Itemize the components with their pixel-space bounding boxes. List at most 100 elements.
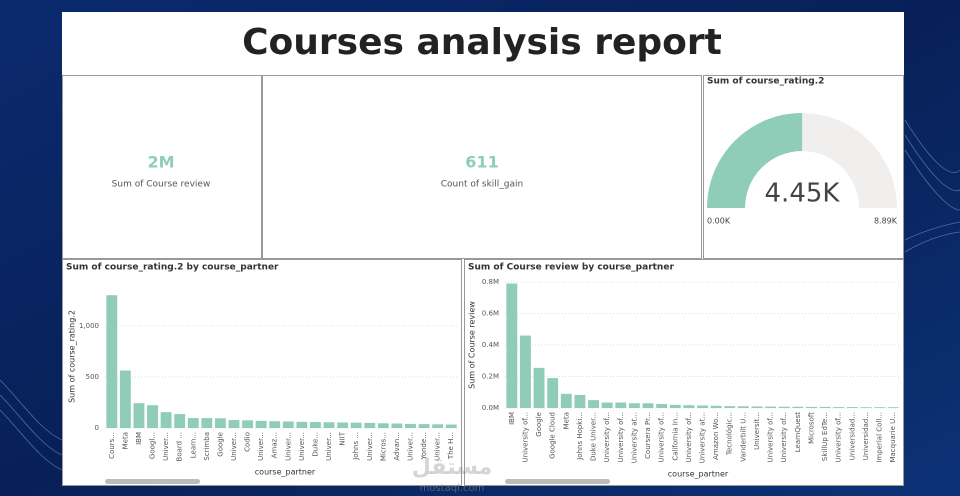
y-tick-label: 0.8M [482, 278, 499, 286]
bar [778, 406, 790, 408]
x-tick-label: University of... [835, 412, 843, 462]
bar [710, 405, 722, 408]
bar [601, 402, 613, 408]
x-tick-label: California In... [671, 412, 679, 461]
scrollbar[interactable] [105, 479, 200, 484]
bar [874, 407, 886, 408]
bar [133, 403, 145, 428]
bar [737, 406, 749, 408]
x-tick-label: Univer... [325, 432, 333, 461]
x-tick-label: Meta [562, 412, 570, 429]
x-tick-label: Learn... [189, 432, 197, 458]
x-tick-label: Universidad... [848, 412, 856, 460]
x-tick-label: University of... [780, 412, 788, 462]
x-tick-label: Vanderbilt U... [739, 412, 747, 462]
x-tick-label: Univer... [434, 432, 442, 461]
bar [214, 418, 226, 428]
bar [269, 421, 281, 428]
bar [160, 412, 172, 428]
x-axis-title: course_partner [255, 468, 316, 477]
kpi-label: Count of skill_gain [441, 180, 523, 190]
x-tick-label: Tecnológic... [726, 412, 734, 456]
x-tick-label: Macquarie U... [889, 412, 897, 463]
bar [533, 367, 545, 408]
x-tick-label: University at... [630, 412, 638, 463]
gauge-max-label: 8.89K [874, 217, 898, 226]
x-tick-label: Meta [121, 432, 129, 449]
bar [391, 423, 403, 428]
x-tick-label: Google Cloud [549, 412, 557, 459]
x-tick-label: University of... [767, 412, 775, 462]
bar [765, 406, 777, 408]
x-tick-label: SkillUp EdTe... [821, 412, 829, 461]
bar [683, 405, 695, 408]
bar [833, 407, 845, 408]
x-tick-label: University at... [699, 412, 707, 463]
x-tick-label: Univer... [366, 432, 374, 461]
watermark: مستقل [412, 455, 492, 480]
report-title: Courses analysis report [242, 22, 722, 63]
x-tick-label: Univer... [257, 432, 265, 461]
x-tick-label: Amaz... [271, 432, 279, 458]
x-tick-label: Univer... [284, 432, 292, 461]
x-tick-label: University of... [685, 412, 693, 462]
watermark: mostaql.com [420, 483, 485, 494]
bar [282, 421, 294, 428]
bar [405, 423, 416, 428]
bar [147, 405, 158, 428]
x-tick-label: Univer... [230, 432, 238, 461]
bar [724, 406, 736, 408]
x-tick-label: Duke Univer... [590, 412, 598, 461]
scrollbar[interactable] [505, 479, 610, 484]
y-axis-title: Sum of Course review [468, 301, 477, 389]
bar [860, 407, 872, 408]
x-tick-label: Univer... [162, 432, 170, 461]
x-tick-label: NIIT [339, 431, 347, 445]
x-tick-label: Micros... [379, 432, 387, 461]
panel-borders [62, 75, 904, 486]
y-tick-label: 0.6M [482, 310, 499, 318]
x-tick-label: Google [216, 432, 224, 457]
gauge-min-label: 0.00K [707, 217, 731, 226]
bar [201, 418, 213, 428]
bar [350, 422, 362, 428]
y-tick-label: 0.2M [482, 373, 499, 381]
bar [656, 404, 668, 408]
bar [615, 402, 627, 408]
bar [519, 335, 531, 408]
bar [697, 405, 708, 408]
bar [106, 295, 118, 428]
x-tick-label: Johns Hopki... [576, 412, 584, 461]
bar [806, 406, 817, 408]
bar [255, 420, 267, 428]
x-tick-label: Johns ... [352, 432, 360, 461]
report-canvas [62, 12, 904, 486]
bar [642, 403, 654, 408]
bar [751, 406, 763, 408]
bar [506, 283, 518, 408]
bar [819, 406, 831, 408]
y-tick-label: 0.0M [482, 404, 499, 412]
bar [432, 424, 444, 428]
bar [242, 420, 253, 428]
x-tick-label: Duke... [311, 432, 319, 457]
bar [377, 423, 389, 428]
decor-waves [0, 119, 960, 471]
x-tick-label: The H... [447, 432, 455, 460]
bar [588, 400, 599, 408]
bar [846, 407, 858, 408]
bar [445, 424, 457, 428]
x-tick-label: University of... [617, 412, 625, 462]
x-tick-label: University of... [658, 412, 666, 462]
x-tick-label: Google [535, 412, 543, 437]
x-tick-label: Googl... [149, 432, 157, 459]
x-tick-label: Microsoft [807, 412, 815, 444]
x-tick-label: LearnQuest [794, 412, 802, 452]
kpi-label: Sum of Course review [112, 180, 211, 190]
x-tick-label: Cours... [108, 432, 116, 459]
x-tick-label: Universit... [753, 412, 761, 450]
kpi-value: 2M [147, 153, 174, 172]
x-tick-label: IBM [135, 432, 143, 445]
bar [296, 421, 308, 428]
